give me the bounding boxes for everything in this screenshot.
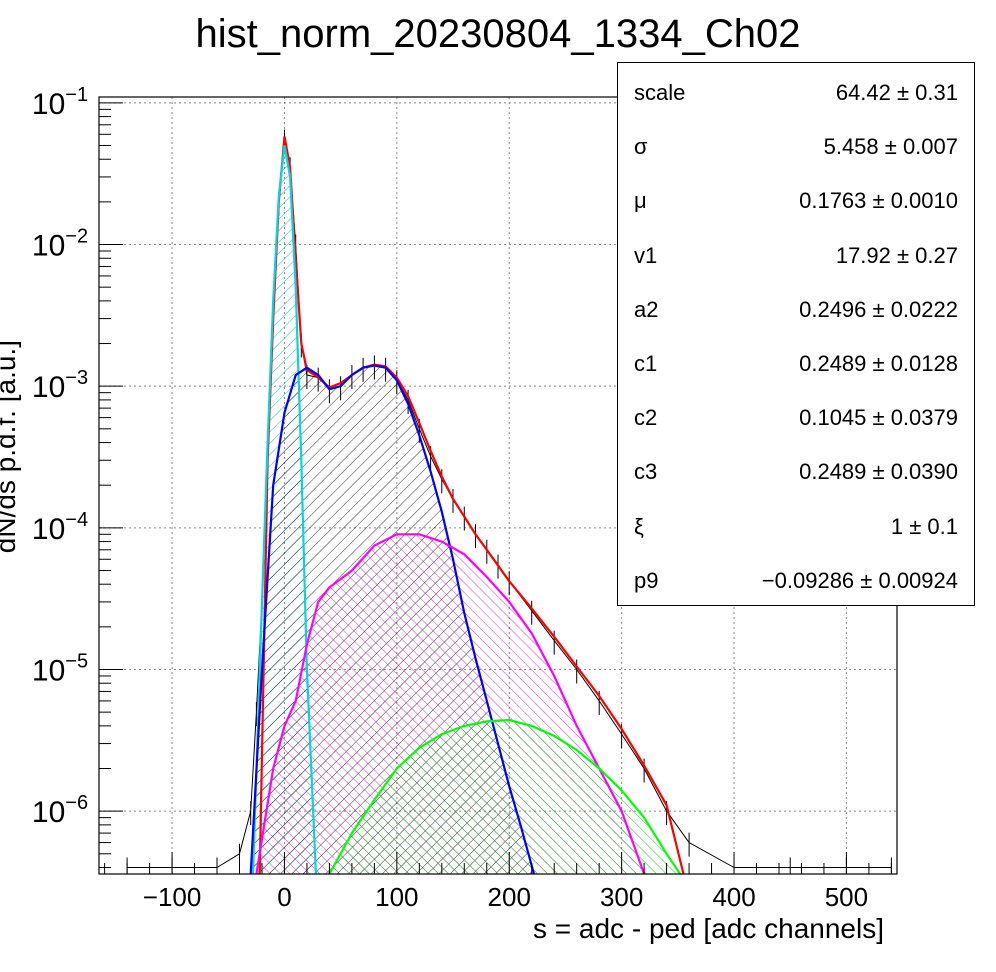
stats-param-name: c1 <box>634 351 658 376</box>
x-tick-label: 100 <box>375 882 418 912</box>
stats-param-value: −0.09286 ± 0.00924 <box>761 567 958 593</box>
x-tick-label: −100 <box>143 882 202 912</box>
stats-param-value: 0.2496 ± 0.0222 <box>799 296 958 322</box>
x-axis-label: s = adc - ped [adc channels] <box>533 913 884 944</box>
stats-param-value: 1 ± 0.1 <box>890 513 958 539</box>
y-axis-label: dN/ds p.d.f. [a.u.] <box>0 340 21 553</box>
x-tick-label: 200 <box>488 882 531 912</box>
stats-param-value: 64.42 ± 0.31 <box>835 80 958 105</box>
stats-param-name: μ <box>634 188 647 214</box>
second-peak-component <box>255 533 646 874</box>
y-tick-label: 10−3 <box>32 367 88 404</box>
y-tick-label: 10−1 <box>32 84 88 121</box>
y-tick-label: 10−4 <box>32 509 88 546</box>
pedestal-component <box>251 145 317 874</box>
third-peak-component-fill <box>329 720 681 874</box>
stats-row: a2 0.2496 ± 0.0222 <box>618 297 974 351</box>
stats-param-value: 0.1763 ± 0.0010 <box>799 188 958 214</box>
stats-param-name: v1 <box>634 242 658 268</box>
component-fills <box>250 145 681 874</box>
stats-row: c1 0.2489 ± 0.0128 <box>618 351 974 405</box>
stats-row: ξ 1 ± 0.1 <box>618 514 974 568</box>
fit-stats-box: scale 64.42 ± 0.31 σ 5.458 ± 0.007 μ 0.1763 ±… <box>617 62 975 606</box>
x-tick-label: 0 <box>277 882 291 912</box>
stats-row: c2 0.1045 ± 0.0379 <box>618 405 974 459</box>
stats-param-name: σ <box>634 134 648 160</box>
stats-param-name: ξ <box>634 513 644 539</box>
chart-title: hist_norm_20230804_1334_Ch02 <box>196 12 801 56</box>
stats-row: σ 5.458 ± 0.007 <box>618 134 974 188</box>
y-tick-label: 10−5 <box>32 650 88 687</box>
stats-row: c3 0.2489 ± 0.0390 <box>618 459 974 513</box>
stats-row: p9 −0.09286 ± 0.00924 <box>618 568 974 622</box>
x-tick-labels: −100 0 100 200 300 400 500 <box>143 882 868 912</box>
stats-param-value: 0.1045 ± 0.0379 <box>799 405 958 431</box>
stats-param-value: 5.458 ± 0.007 <box>823 134 958 160</box>
stats-param-name: c3 <box>634 459 658 485</box>
x-tick-label: 400 <box>712 882 755 912</box>
third-peak-component <box>328 718 682 874</box>
x-tick-label: 500 <box>825 882 868 912</box>
stats-param-value: 0.2489 ± 0.0128 <box>799 351 958 376</box>
x-tick-label: 300 <box>600 882 643 912</box>
stats-param-name: c2 <box>634 405 658 431</box>
stats-param-value: 0.2489 ± 0.0390 <box>799 459 958 485</box>
stats-param-name: p9 <box>634 567 659 593</box>
stats-param-name: a2 <box>634 296 659 322</box>
stats-param-value: 17.92 ± 0.27 <box>835 242 958 268</box>
stats-param-name: scale <box>634 80 686 105</box>
y-tick-labels: 10−6 10−5 10−4 10−3 10−2 10−1 <box>32 84 88 829</box>
stats-row: scale 64.42 ± 0.31 <box>618 80 974 134</box>
first-peak-component <box>249 364 536 874</box>
y-tick-label: 10−6 <box>32 792 88 829</box>
ticks <box>99 102 892 874</box>
stats-row: v1 17.92 ± 0.27 <box>618 243 974 297</box>
stats-row: μ 0.1763 ± 0.0010 <box>618 188 974 242</box>
y-tick-label: 10−2 <box>32 226 88 263</box>
